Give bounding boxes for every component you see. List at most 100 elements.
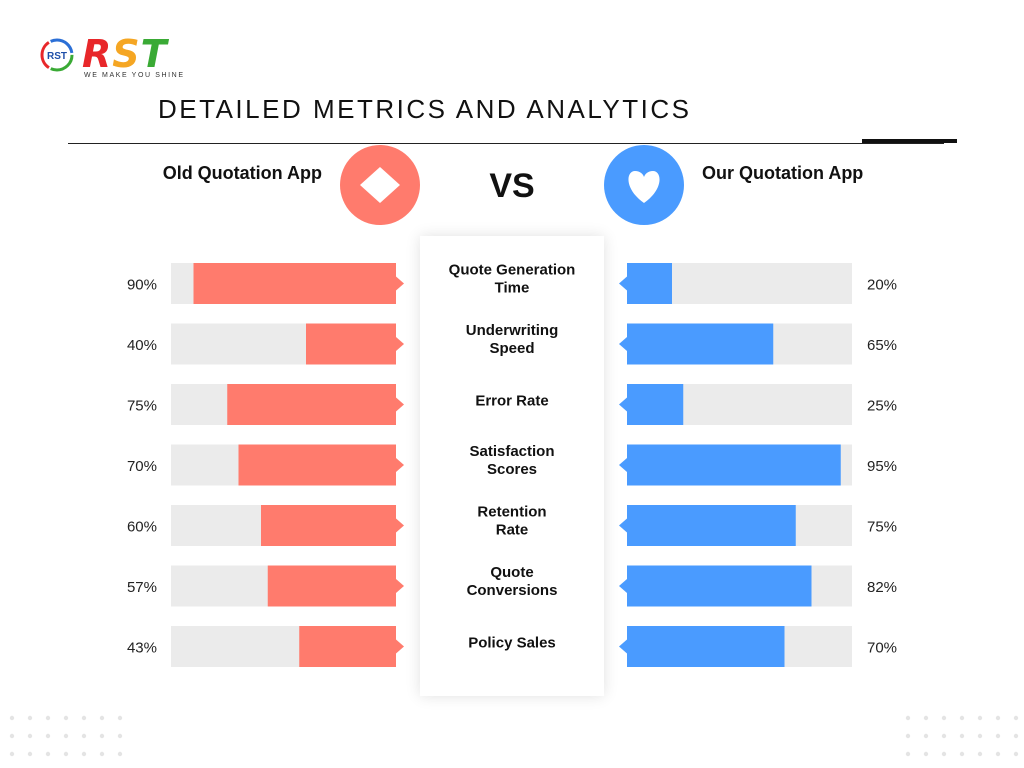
decorative-dot [117,751,123,757]
right-value-label: 75% [867,519,897,536]
decorative-dot [923,751,929,757]
left-bar [299,626,396,667]
left-series-badge [340,145,420,225]
decorative-dot [995,751,1001,757]
right-bar-pointer [619,639,627,654]
category-panel [420,236,604,696]
decorative-dot [81,733,87,739]
category-label: Satisfaction Scores [469,443,554,478]
logo-mark-icon: RST [40,38,74,72]
decorative-dot [99,733,105,739]
decorative-dot [995,733,1001,739]
brand-name: RST [82,34,168,74]
left-bar-pointer [396,337,404,351]
category-label: Policy Sales [468,635,556,652]
decorative-dot [923,715,929,721]
category-label-line: Underwriting [466,322,559,339]
left-value-label: 40% [127,337,157,354]
decorative-dot [99,751,105,757]
left-bar [306,323,396,365]
decorative-dot [81,715,87,721]
title-divider-accent [862,139,957,143]
decorative-dot [63,733,69,739]
right-bar-pointer [619,337,627,351]
category-label: Error Rate [475,393,548,410]
right-bar [627,323,774,365]
decorative-dot [1013,733,1019,739]
decorative-dot [45,733,51,739]
category-label-line: Rate [496,522,529,539]
decorative-dot [45,751,51,757]
right-bar-pointer [619,397,627,412]
decorative-dot [117,733,123,739]
right-bar [627,626,785,667]
decorative-dot [923,733,929,739]
left-value-label: 75% [127,398,157,415]
decorative-dot [905,715,911,721]
category-label-line: Quote [490,564,533,581]
decorative-dot [27,715,33,721]
category-label-line: Satisfaction [469,443,554,460]
left-bar-pointer [396,458,404,472]
decorative-dot [905,751,911,757]
right-value-label: 25% [867,398,897,415]
diamond-icon [360,167,400,203]
decorative-dot [995,715,1001,721]
right-bar [627,505,796,546]
left-bar [227,384,396,425]
brand-logo: RST RST WE MAKE YOU SHINE [40,34,210,84]
left-series-title: Old Quotation App [162,163,322,183]
right-bar [627,263,672,304]
right-value-label: 65% [867,337,897,354]
decorative-dot [9,715,15,721]
category-label-line: Retention [477,504,546,521]
left-bar-pointer [396,639,404,654]
decorative-dot [941,733,947,739]
decorative-dot [63,715,69,721]
decorative-dot [45,715,51,721]
right-bar [627,565,812,607]
decorative-dot [1013,751,1019,757]
vs-label: VS [489,167,535,205]
category-label: Quote Generation Time [449,262,576,297]
left-bar [238,444,396,486]
category-label: Retention Rate [477,504,546,539]
decorative-dot [81,751,87,757]
category-label-line: Scores [487,461,537,478]
left-bar [267,565,396,607]
heart-icon [628,171,660,203]
right-bar [627,384,684,425]
decorative-dot [959,715,965,721]
right-series-title: Our Quotation App [702,163,864,183]
category-label-line: Policy Sales [468,635,556,652]
right-value-label: 70% [867,640,897,657]
decorative-dot [977,733,983,739]
category-label: Quote Conversions [467,564,558,599]
left-value-label: 60% [127,519,157,536]
right-bar-pointer [619,458,627,472]
brand-letter: R [82,32,113,76]
brand-letter: T [140,32,168,76]
right-value-label: 82% [867,579,897,596]
category-label: Underwriting Speed [466,322,559,357]
decorative-dot [977,751,983,757]
right-value-label: 20% [867,277,897,294]
right-bar-pointer [619,579,627,593]
left-bar-pointer [396,276,404,291]
category-label-line: Conversions [467,582,558,599]
left-bar [193,263,396,304]
left-bar [261,505,396,546]
decorative-dot [27,733,33,739]
right-bar [627,444,841,486]
category-label-line: Quote Generation [449,262,576,279]
decorative-dot [27,751,33,757]
title-divider [68,143,944,144]
left-value-label: 43% [127,640,157,657]
category-label-line: Speed [489,340,534,357]
right-series-badge [604,145,684,225]
category-label-line: Time [495,280,530,297]
category-label-line: Error Rate [475,393,548,410]
page-title: DETAILED METRICS AND ANALYTICS [158,94,692,124]
